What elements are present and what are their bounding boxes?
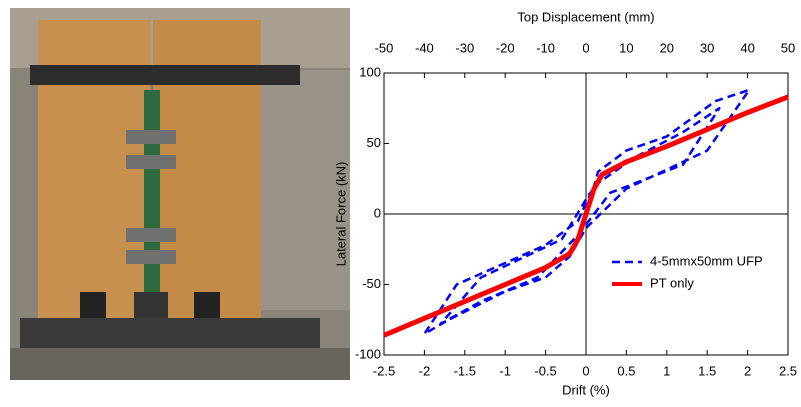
y-tick-label: 50: [367, 135, 381, 150]
series-line: [423, 88, 751, 336]
x2-tick-label: 20: [660, 40, 674, 55]
x-tick-label: 1.5: [698, 363, 716, 378]
x2-tick-label: 40: [740, 40, 754, 55]
x2-tick-label: -40: [415, 40, 434, 55]
x-tick-label: 1: [663, 363, 670, 378]
y-tick-label: -50: [362, 276, 381, 291]
x-tick-label: -2: [419, 363, 431, 378]
y-tick-label: 100: [359, 64, 381, 79]
series-line: [383, 94, 789, 338]
x2-tick-label: -50: [375, 40, 394, 55]
y-axis-title: Lateral Force (kN): [333, 162, 348, 267]
x-tick-label: -0.5: [534, 363, 556, 378]
x-axis-title: Drift (%): [562, 382, 610, 397]
x-tick-label: -1: [499, 363, 511, 378]
x2-tick-label: -30: [455, 40, 474, 55]
x-tick-label: -1.5: [454, 363, 476, 378]
x2-tick-label: -20: [496, 40, 515, 55]
x2-tick-label: 30: [700, 40, 714, 55]
x2-tick-label: 0: [582, 40, 589, 55]
y-tick-label: -100: [355, 346, 381, 361]
x-tick-label: 2.5: [779, 363, 797, 378]
legend-label: PT only: [650, 275, 694, 290]
x-tick-label: -2.5: [373, 363, 395, 378]
specimen-photo: [10, 8, 350, 380]
x2-tick-label: -10: [536, 40, 555, 55]
x2-axis-title: Top Displacement (mm): [517, 9, 654, 24]
y-tick-label: 0: [374, 205, 381, 220]
x2-tick-label: 50: [781, 40, 795, 55]
x-tick-label: 0.5: [617, 363, 635, 378]
x2-tick-label: 10: [619, 40, 633, 55]
legend-label: 4-5mmx50mm UFP: [650, 253, 763, 268]
x-tick-label: 2: [744, 363, 751, 378]
x-tick-label: 0: [582, 363, 589, 378]
